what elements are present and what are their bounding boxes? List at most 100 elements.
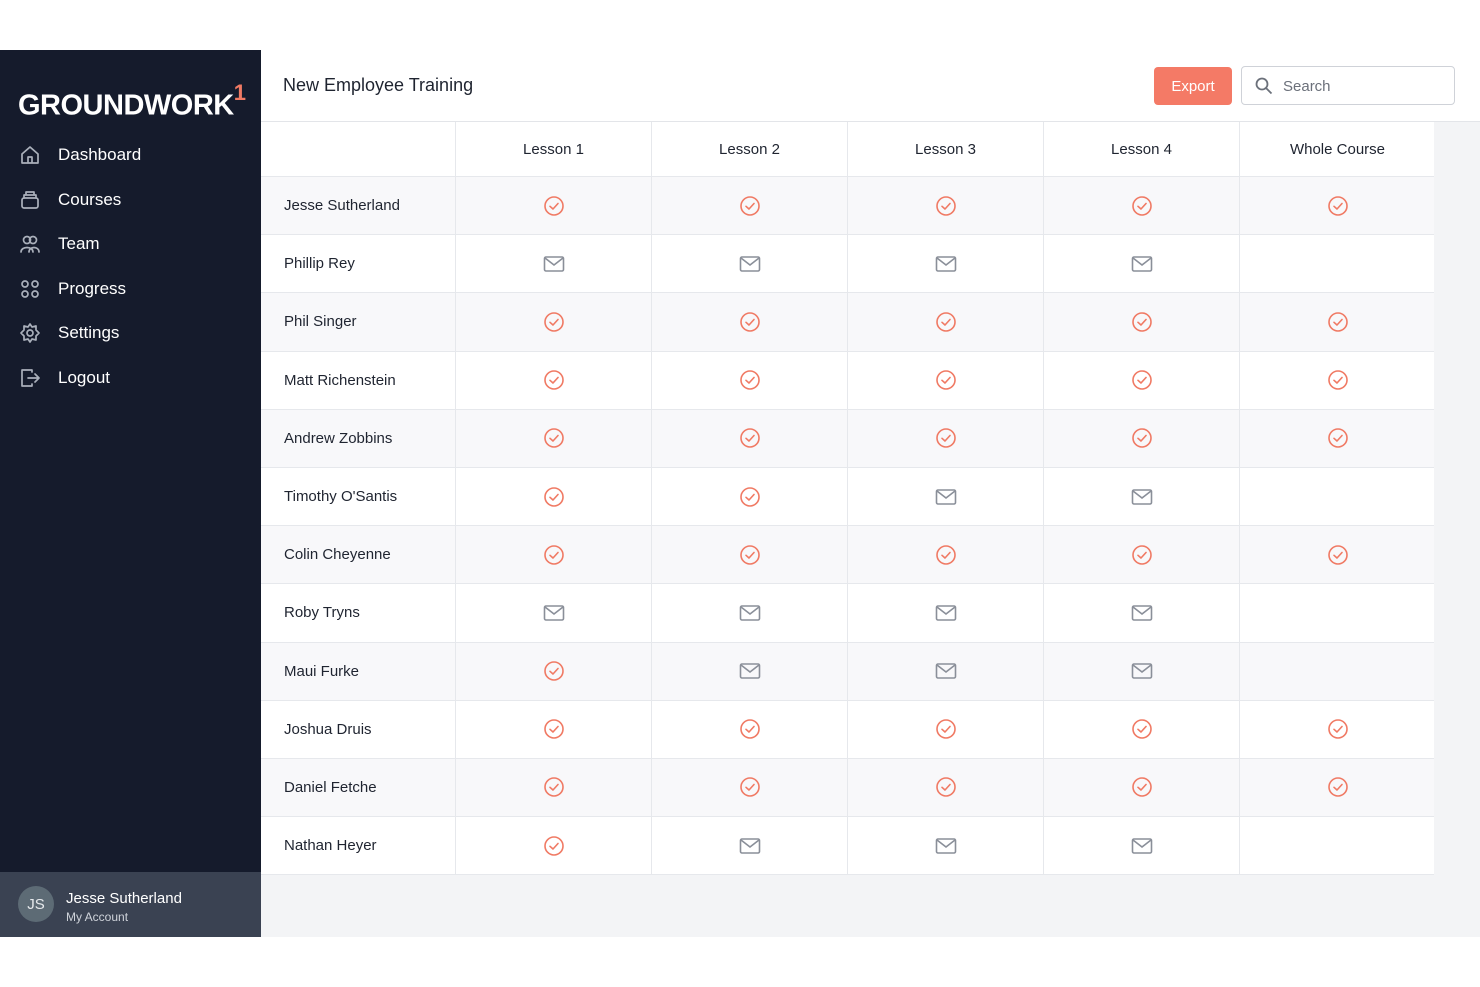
mail-icon	[1131, 837, 1152, 854]
status-complete	[1043, 700, 1239, 758]
status-empty	[1239, 584, 1435, 642]
status-complete	[847, 293, 1043, 351]
status-complete	[455, 409, 651, 467]
status-complete	[455, 700, 651, 758]
check-icon	[935, 195, 956, 216]
status-complete	[651, 467, 847, 526]
mail-icon	[1131, 663, 1152, 679]
account-link[interactable]: My Account	[66, 910, 129, 924]
employee-name: Jesse Sutherland	[284, 197, 400, 215]
nav-label: Settings	[58, 323, 120, 342]
nav-item[interactable]: Team	[0, 224, 261, 264]
employee-name: Nathan Heyer	[284, 837, 377, 855]
status-invited[interactable]	[847, 467, 1043, 526]
check-icon	[1131, 719, 1152, 740]
status-complete	[651, 177, 847, 235]
status-invited[interactable]	[1043, 467, 1239, 526]
employee-name: Matt Richenstein	[284, 371, 396, 389]
nav-item[interactable]: Logout	[0, 358, 261, 398]
employee-name: Timothy O'Santis	[284, 488, 398, 506]
column-header: Whole Course	[1239, 122, 1435, 176]
check-icon	[1131, 370, 1152, 390]
check-icon	[739, 195, 760, 216]
nav-icon	[21, 190, 39, 209]
check-icon	[739, 719, 760, 740]
status-complete	[847, 177, 1043, 235]
employee-name: Colin Cheyenne	[284, 546, 391, 564]
check-icon	[1327, 719, 1348, 740]
status-complete	[455, 293, 651, 351]
status-invited[interactable]	[1043, 235, 1239, 293]
check-icon	[935, 719, 956, 740]
search-box[interactable]: Search	[1241, 66, 1455, 105]
table-row: Roby Tryns	[261, 584, 1435, 643]
status-complete	[455, 817, 651, 875]
nav-item[interactable]: Dashboard	[0, 135, 261, 175]
nav-item[interactable]: Progress	[0, 269, 261, 309]
check-icon	[543, 719, 564, 740]
table-row: Andrew Zobbins	[261, 409, 1434, 468]
nav-label: Dashboard	[58, 145, 142, 164]
status-invited[interactable]	[847, 642, 1043, 700]
check-icon	[543, 661, 564, 681]
status-invited[interactable]	[847, 817, 1043, 875]
table-row: Timothy O'Santis	[261, 467, 1434, 527]
column-header: Lesson 3	[847, 122, 1043, 176]
check-icon	[935, 777, 956, 798]
search-icon	[1255, 77, 1273, 95]
status-invited[interactable]	[455, 584, 651, 642]
status-invited[interactable]	[1043, 642, 1239, 700]
status-invited[interactable]	[651, 642, 847, 700]
table-row: Matt Richenstein	[261, 351, 1434, 410]
status-complete	[1043, 526, 1239, 584]
mail-icon	[739, 605, 760, 621]
status-invited[interactable]	[847, 235, 1043, 293]
employee-name: Andrew Zobbins	[284, 429, 393, 447]
mail-icon	[935, 837, 956, 854]
status-complete	[1043, 758, 1239, 817]
status-invited[interactable]	[651, 817, 847, 875]
status-complete	[1043, 351, 1239, 409]
nav-icon	[20, 235, 40, 253]
nav-icon	[21, 146, 39, 164]
mail-icon	[935, 605, 956, 621]
check-icon	[1131, 428, 1152, 449]
status-complete	[651, 700, 847, 758]
check-icon	[1327, 370, 1348, 390]
table-row: Joshua Druis	[261, 700, 1434, 759]
employee-name: Maui Furke	[284, 662, 360, 680]
logo-mark: 1	[233, 80, 246, 105]
table-row: Phillip Rey	[261, 235, 1434, 294]
check-icon	[739, 428, 760, 449]
nav-label: Logout	[58, 367, 110, 387]
export-button[interactable]: Export	[1154, 67, 1232, 105]
nav-item[interactable]: Courses	[0, 180, 261, 220]
nav-icon	[21, 279, 39, 298]
check-icon	[739, 312, 760, 332]
mail-icon	[739, 837, 760, 854]
status-empty	[1239, 817, 1435, 875]
column-header: Lesson 2	[651, 122, 847, 176]
status-empty	[1239, 642, 1435, 700]
corner-cell	[261, 122, 455, 176]
status-invited[interactable]	[1043, 817, 1239, 875]
status-invited[interactable]	[847, 584, 1043, 642]
check-icon	[1327, 777, 1348, 798]
status-invited[interactable]	[651, 584, 847, 642]
mail-icon	[935, 488, 956, 505]
table-row: Jesse Sutherland	[261, 177, 1434, 236]
search-placeholder: Search	[1283, 78, 1331, 95]
account[interactable]: JS Jesse Sutherland My Account	[0, 872, 261, 937]
account-name: Jesse Sutherland	[66, 890, 182, 907]
status-complete	[455, 177, 651, 235]
table-row: Daniel Fetche	[261, 758, 1434, 818]
check-icon	[935, 370, 956, 390]
nav-item[interactable]: Settings	[0, 313, 261, 353]
status-invited[interactable]	[455, 235, 651, 293]
status-complete	[455, 642, 651, 700]
status-complete	[455, 467, 651, 526]
status-invited[interactable]	[1043, 584, 1239, 642]
status-invited[interactable]	[651, 235, 847, 293]
status-complete	[1043, 409, 1239, 467]
